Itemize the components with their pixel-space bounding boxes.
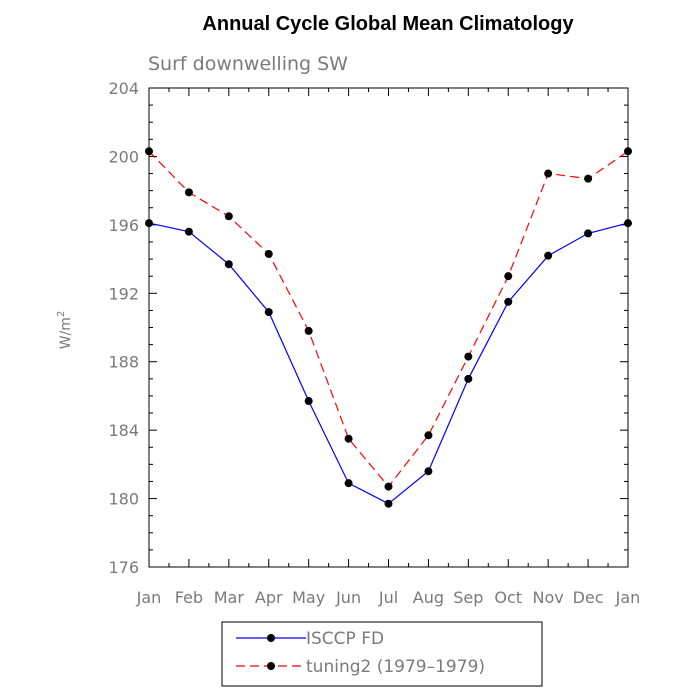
legend-label-2: tuning2 (1979–1979)	[306, 657, 485, 677]
x-tick-label: Aug	[413, 588, 444, 607]
series-1-point	[464, 374, 473, 383]
series-1-point	[145, 219, 153, 228]
series-line-1	[148, 222, 629, 505]
x-tick-label: Jul	[378, 588, 398, 607]
x-tick-label: Mar	[214, 588, 245, 607]
series-2-point	[504, 272, 513, 281]
chart-subtitle: Surf downwelling SW	[148, 53, 348, 75]
legend-box	[221, 621, 543, 687]
y-axis-label: W/m2	[56, 311, 74, 350]
chart-title: Annual Cycle Global Mean Climatology	[202, 13, 574, 35]
y-tick-label: 188	[108, 353, 139, 372]
legend-label-1: ISCCP FD	[306, 629, 384, 649]
series-2-point	[544, 169, 553, 178]
series-1-point	[624, 219, 632, 228]
series-2-point	[145, 147, 153, 156]
series-1-point	[304, 397, 313, 406]
series-2-point	[304, 326, 313, 335]
x-tick-label: Nov	[533, 588, 564, 607]
y-tick-label: 180	[108, 490, 139, 509]
y-axis-label-superscript: 2	[56, 311, 67, 317]
series-layer	[145, 147, 632, 508]
x-axis-ticks: Jan Feb Mar Apr May Jun Jul Aug Sep Oct Nov Dec Jan	[136, 88, 641, 607]
series-1-point	[224, 260, 233, 269]
legend-marker-2	[267, 662, 275, 670]
y-tick-label: 176	[108, 558, 139, 577]
y-tick-label: 204	[108, 79, 139, 98]
series-1-point	[424, 467, 433, 476]
x-tick-label: Jun	[335, 588, 361, 607]
plot-frame	[148, 87, 629, 568]
series-2-point	[224, 212, 233, 221]
series-1-point	[344, 479, 353, 488]
x-tick-label: Apr	[255, 588, 283, 607]
series-2-point	[184, 188, 193, 197]
x-tick-label: May	[292, 588, 325, 607]
x-tick-label: Jan	[615, 588, 641, 607]
x-tick-label: Oct	[494, 588, 522, 607]
series-1-point	[544, 251, 553, 260]
series-1-point	[504, 297, 513, 306]
x-tick-label: Feb	[175, 588, 203, 607]
x-tick-label: Jan	[136, 588, 162, 607]
series-1-point	[264, 308, 273, 317]
series-2-point	[264, 249, 273, 258]
y-tick-label: 196	[108, 216, 139, 235]
y-tick-label: 200	[108, 147, 139, 166]
series-line-2	[148, 150, 629, 488]
series-2-point	[424, 431, 433, 440]
y-axis-ticks: 176 180 184 188 192 196 200 204	[108, 79, 628, 577]
y-tick-label: 192	[108, 284, 139, 303]
y-axis-label-text: W/m	[58, 317, 74, 349]
series-1-point	[184, 227, 193, 236]
series-2-point	[624, 147, 632, 156]
series-1-point	[384, 499, 393, 508]
x-tick-label: Sep	[453, 588, 483, 607]
legend: ISCCP FD tuning2 (1979–1979)	[236, 629, 485, 677]
series-2-point	[384, 482, 393, 491]
y-tick-label: 184	[108, 421, 139, 440]
series-2-point	[344, 434, 353, 443]
series-2-point	[464, 352, 473, 361]
legend-marker-1	[267, 634, 275, 642]
series-2-point	[584, 174, 593, 183]
x-tick-label: Dec	[573, 588, 604, 607]
series-1-point	[584, 229, 593, 238]
